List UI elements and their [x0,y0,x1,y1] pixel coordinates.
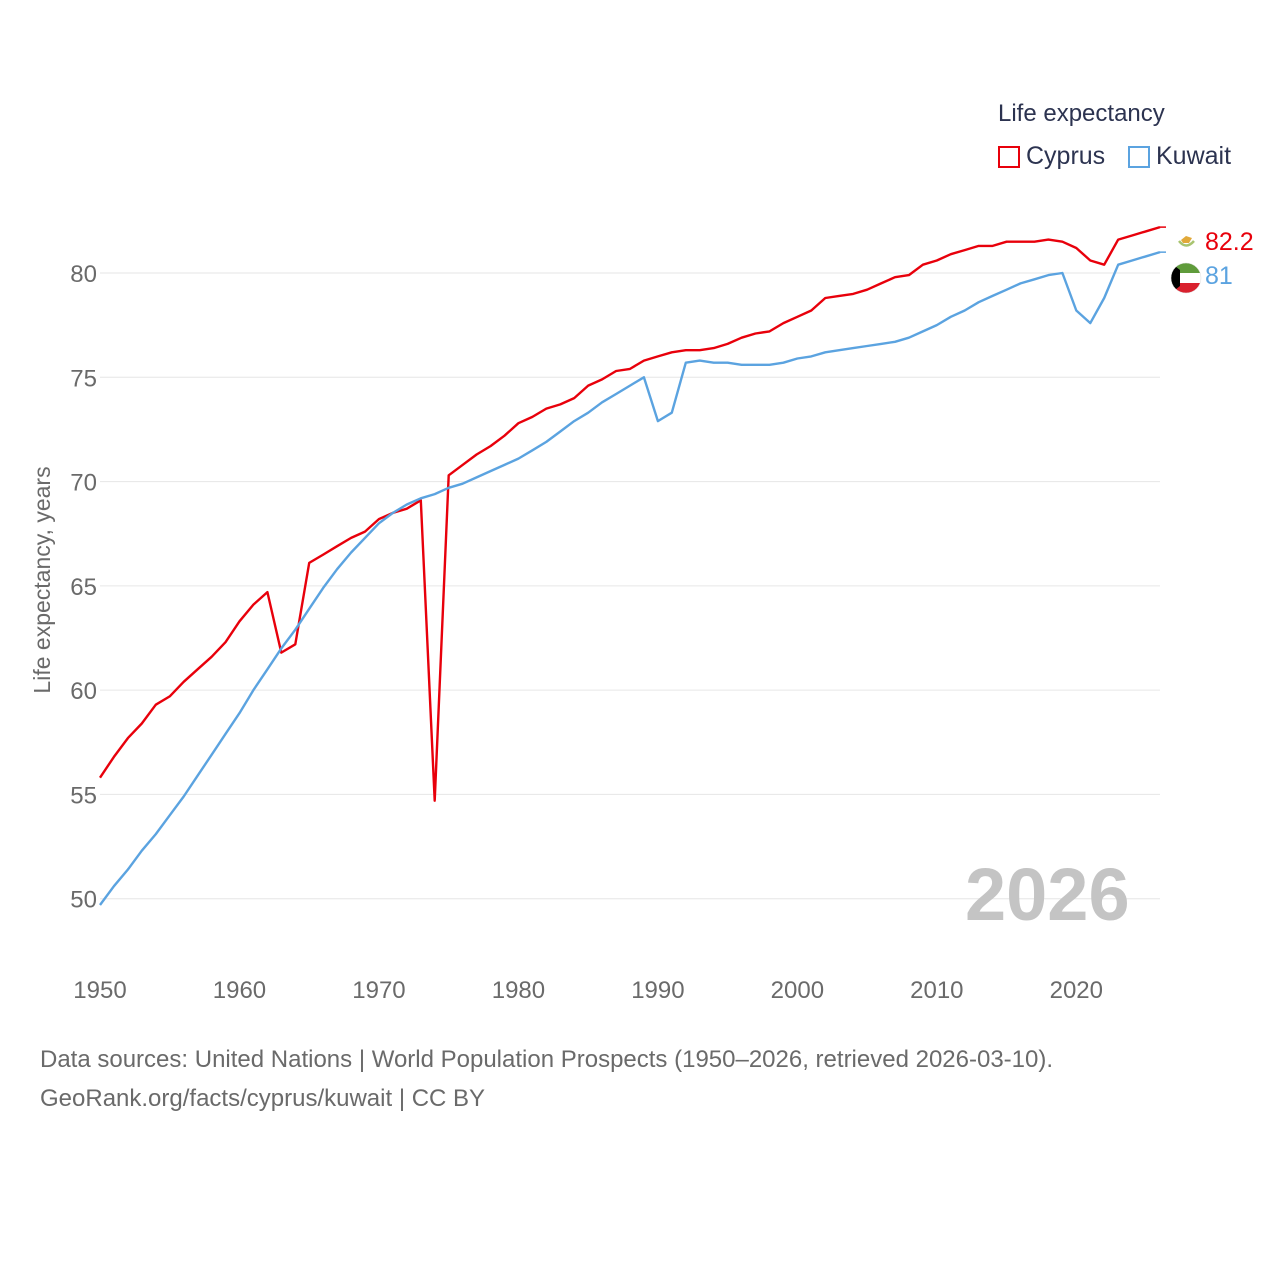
x-tick-label: 1970 [352,977,405,1004]
y-tick-label: 60 [70,678,97,705]
legend-label-kuwait: Kuwait [1156,142,1232,170]
x-tick-label: 1950 [73,977,126,1004]
kuwait-flag-icon [1170,262,1202,294]
x-tick-label: 1990 [631,977,684,1004]
x-axis-ticks: 1950 1960 1970 1980 1990 2000 2010 2020 [73,977,1103,1004]
x-tick-label: 1960 [213,977,266,1004]
y-tick-label: 65 [70,574,97,601]
legend-swatch-cyprus [998,145,1020,168]
kuwait-end-label: 81 [1205,262,1233,290]
y-axis-ticks: 50 55 60 65 70 75 80 [70,261,97,914]
series-line-cyprus[interactable] [99,225,1161,802]
source-line-1: Data sources: United Nations | World Pop… [40,1046,1054,1073]
legend-item-kuwait[interactable]: Kuwait [1128,142,1231,171]
series-line-kuwait[interactable] [99,250,1161,906]
cyprus-flag-icon [1178,236,1195,247]
x-tick-label: 2010 [910,977,963,1004]
year-watermark: 2026 [965,853,1130,936]
legend-title: Life expectancy [998,100,1165,127]
series-lines [99,225,1166,906]
x-tick-label: 2000 [771,977,824,1004]
x-tick-label: 2020 [1050,977,1103,1004]
cyprus-end-label: 82.2 [1205,228,1254,256]
y-tick-label: 70 [70,470,97,497]
x-tick-label: 1980 [492,977,545,1004]
y-tick-label: 50 [70,887,97,914]
y-axis-label: Life expectancy, years [29,466,55,693]
y-tick-label: 80 [70,261,97,288]
y-tick-label: 55 [70,782,97,809]
legend-label-cyprus: Cyprus [1026,142,1106,170]
legend-swatch-kuwait [1128,145,1150,168]
source-link[interactable]: GeoRank.org/facts/cyprus/kuwait | CC BY [40,1085,486,1112]
legend-item-cyprus[interactable]: Cyprus [998,142,1105,171]
grid [100,272,1160,900]
y-tick-label: 75 [70,365,97,392]
